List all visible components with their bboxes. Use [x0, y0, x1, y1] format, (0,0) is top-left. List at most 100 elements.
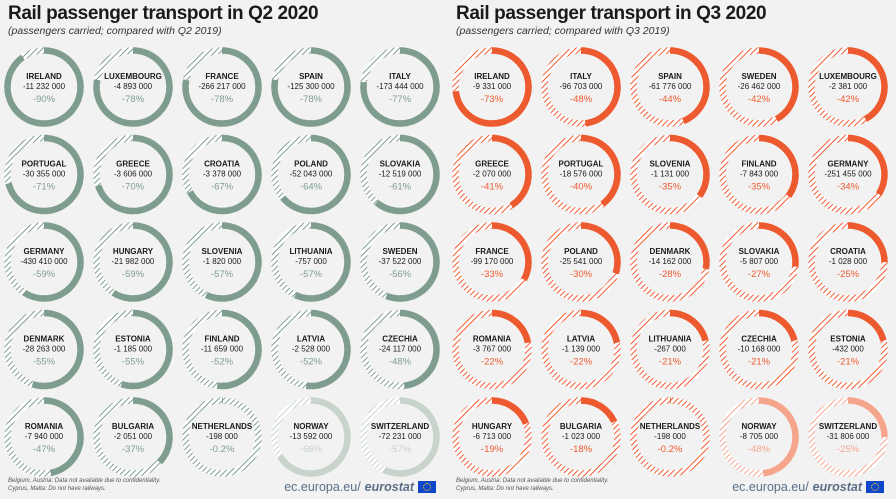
donut-percent-label: -35% — [659, 182, 682, 193]
footnote: Belgium, Austria: Data not available due… — [8, 478, 160, 493]
donut-latvia: LATVIA-2 528 000 -52% — [271, 309, 351, 390]
donut-croatia: CROATIA-3 378 000 -67% — [182, 134, 262, 215]
donut-percent-label: -21% — [659, 357, 682, 368]
donut-grid-q2: IRELAND-11 232 000 -90% LUXEMBOURG-4 893 0… — [4, 47, 440, 477]
donut-value-label: -6 713 000 — [473, 432, 512, 441]
donut-percent-label: -25% — [837, 269, 860, 280]
donut-arc — [182, 134, 262, 215]
donut-croatia: CROATIA-1 028 000 -25% — [808, 222, 888, 302]
donut-country-label: CZECHIA — [741, 335, 777, 344]
donut-country-label: NETHERLANDS — [640, 422, 701, 431]
donut-estonia: ESTONIA-1 185 000 -55% — [93, 309, 173, 390]
donut-norway: NORWAY-8 705 000 -48% — [719, 397, 799, 477]
donut-arc — [808, 397, 888, 477]
donut-value-label: -11 232 000 — [23, 82, 66, 91]
footnote-line: Belgium, Austria: Data not available due… — [456, 478, 609, 484]
donut-country-label: FINLAND — [204, 335, 239, 344]
donut-value-label: -1 131 000 — [651, 170, 690, 179]
donut-value-label: -30 355 000 — [23, 170, 66, 179]
donut-percent-label: -57% — [211, 269, 234, 280]
donut-slovakia: SLOVAKIA-12 519 000 -61% — [360, 134, 440, 215]
donut-value-label: -12 519 000 — [379, 170, 422, 179]
brand-prefix: ec.europa.eu/ — [732, 480, 809, 494]
donut-country-label: IRELAND — [26, 72, 62, 81]
donut-country-label: NETHERLANDS — [192, 422, 253, 431]
donut-arc — [541, 309, 621, 390]
donut-value-label: -4 893 000 — [114, 82, 153, 91]
donut-romania: ROMANIA-3 767 000 -22% — [452, 309, 532, 390]
donut-arc — [630, 134, 710, 215]
donut-value-label: -1 185 000 — [114, 345, 153, 354]
donut-value-label: -125 300 000 — [287, 82, 335, 91]
donut-value-label: -432 000 — [832, 345, 864, 354]
donut-latvia: LATVIA-1 139 000 -22% — [541, 309, 621, 390]
donut-slovakia: SLOVAKIA-5 807 000 -27% — [719, 222, 799, 302]
donut-percent-label: -34% — [837, 182, 860, 193]
donut-slovenia: SLOVENIA-1 820 000 -57% — [182, 222, 262, 302]
donut-france: FRANCE-99 170 000 -33% — [452, 222, 532, 302]
donut-arc — [452, 47, 532, 127]
donut-percent-label: -55% — [33, 357, 56, 368]
donut-italy: ITALY-96 703 000 -48% — [541, 47, 621, 127]
donut-country-label: ESTONIA — [830, 335, 866, 344]
donut-arc — [360, 134, 440, 215]
donut-luxembourg: LUXEMBOURG-2 381 000 -42% — [808, 47, 888, 127]
donut-percent-label: -48% — [570, 94, 593, 105]
brand-name: eurostat — [812, 480, 862, 494]
donut-arc — [452, 309, 532, 390]
donut-country-label: GREECE — [116, 160, 150, 169]
donut-country-label: ITALY — [570, 72, 592, 81]
donut-arc — [719, 47, 799, 127]
donut-percent-label: -30% — [570, 269, 593, 280]
donut-czechia: CZECHIA-24 117 000 -48% — [360, 309, 440, 390]
donut-arc — [182, 397, 262, 477]
donut-country-label: HUNGARY — [472, 422, 513, 431]
donut-arc — [719, 222, 799, 302]
donut-percent-label: -78% — [300, 94, 323, 105]
donut-percent-label: -18% — [570, 444, 593, 455]
donut-arc — [541, 47, 621, 127]
donut-arc — [182, 222, 262, 302]
eurostat-logo: ec.europa.eu/eurostat — [732, 480, 884, 494]
chart-subtitle: (passengers carried; compared with Q3 20… — [456, 25, 670, 37]
donut-value-label: -14 162 000 — [649, 257, 692, 266]
donut-country-label: PORTUGAL — [22, 160, 67, 169]
donut-value-label: -5 807 000 — [740, 257, 779, 266]
donut-value-label: -3 767 000 — [473, 345, 512, 354]
chart-title: Rail passenger transport in Q2 2020 — [8, 3, 319, 24]
donut-country-label: CZECHIA — [382, 335, 418, 344]
donut-percent-label: -78% — [211, 94, 234, 105]
donut-percent-label: -64% — [300, 182, 323, 193]
donut-percent-label: -66% — [300, 444, 323, 455]
donut-value-label: -99 170 000 — [471, 257, 514, 266]
donut-ireland: IRELAND-9 331 000 -73% — [452, 47, 532, 127]
donut-arc — [93, 397, 173, 477]
donut-country-label: DENMARK — [24, 335, 65, 344]
donut-value-label: -198 000 — [654, 432, 686, 441]
donut-country-label: SLOVAKIA — [739, 247, 780, 256]
donut-france: FRANCE-266 217 000 -78% — [182, 47, 262, 127]
donut-arc — [93, 47, 173, 127]
donut-arc — [360, 397, 440, 477]
donut-arc — [541, 222, 621, 302]
eurostat-logo: ec.europa.eu/eurostat — [284, 480, 436, 494]
donut-percent-label: -21% — [748, 357, 771, 368]
donut-italy: ITALY-173 444 000 -77% — [360, 47, 440, 127]
donut-czechia: CZECHIA-10 168 000 -21% — [719, 309, 799, 390]
brand-name: eurostat — [364, 480, 414, 494]
donut-arc — [719, 134, 799, 215]
donut-country-label: DENMARK — [650, 247, 691, 256]
donut-arc — [360, 309, 440, 390]
donut-bulgaria: BULGARIA-1 023 000 -18% — [541, 397, 621, 477]
donut-country-label: SWEDEN — [382, 247, 417, 256]
donut-arc — [452, 134, 532, 215]
donut-country-label: LATVIA — [567, 335, 596, 344]
donut-value-label: -10 168 000 — [738, 345, 781, 354]
donut-value-label: -7 940 000 — [25, 432, 64, 441]
donut-slovenia: SLOVENIA-1 131 000 -35% — [630, 134, 710, 215]
donut-country-label: SLOVAKIA — [380, 160, 421, 169]
donut-percent-label: -48% — [748, 444, 771, 455]
donut-value-label: -2 528 000 — [292, 345, 331, 354]
donut-arc — [271, 309, 351, 390]
donut-value-label: -266 217 000 — [198, 82, 246, 91]
